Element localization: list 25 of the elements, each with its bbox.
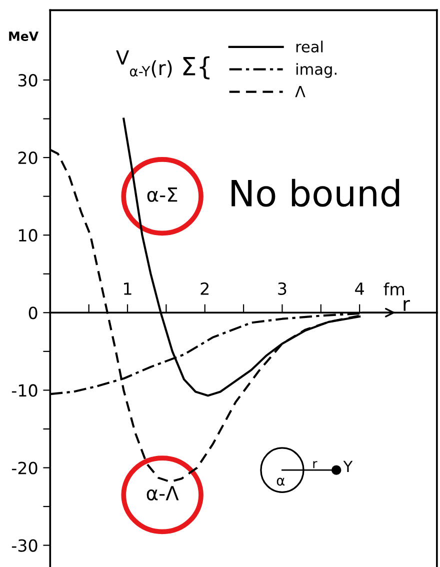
legend-label: Λ [295,86,306,98]
annotation: α-Λ [146,486,179,500]
x-tick-label: 1 [124,282,132,295]
annotation: r [313,461,318,468]
x-tick-label: 3 [278,282,286,295]
y-tick-label: 0 [28,306,38,320]
y-axis-title: MeV [9,32,38,41]
annotation: Y [343,460,353,472]
legend-label: real [296,40,323,52]
y-tick-label: -30 [12,539,38,552]
annotation: No bound [232,178,400,207]
x-axis-title: r [404,300,410,311]
annotation: α-Σ [147,188,178,202]
annotation: α [276,478,285,486]
annotation: Σ{ [183,56,210,80]
y-tick-label: -10 [12,384,38,397]
y-tick-label: 10 [18,229,38,242]
legend-label: imag. [296,63,336,78]
x-tick-label: 4 [355,282,364,295]
annotation: fm [384,282,404,296]
text: Vα-Y(r) [116,50,172,78]
y-tick-label: 20 [18,152,38,164]
x-tick-label: 2 [200,282,208,295]
y-tick-label: 30 [18,74,38,87]
y-tick-label: -20 [12,462,38,474]
